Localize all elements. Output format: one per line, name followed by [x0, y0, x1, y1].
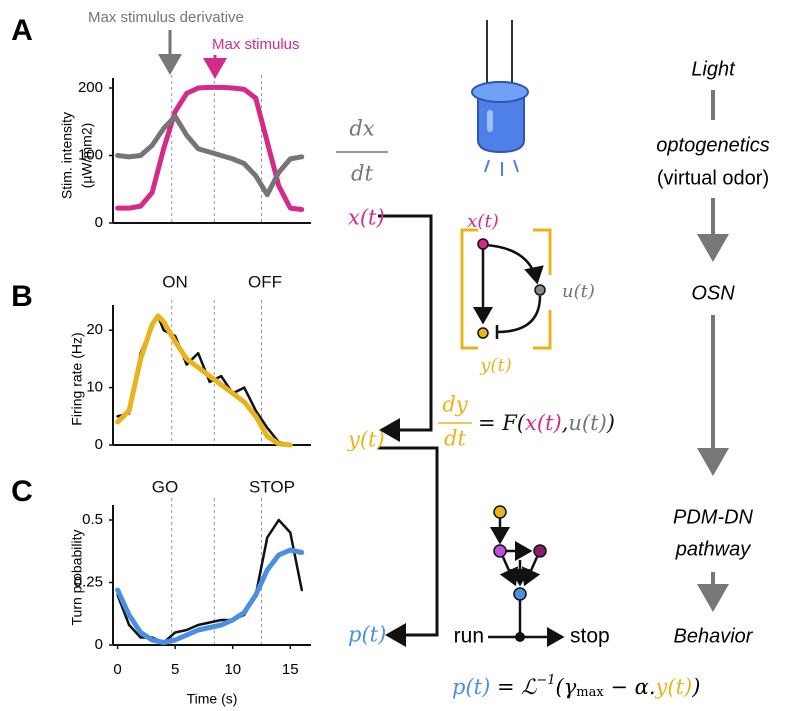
eq-part: ,: [562, 411, 569, 435]
node: [493, 544, 507, 558]
eq-p: p(t): [452, 675, 490, 699]
run-label: run: [454, 625, 484, 648]
bracket: [460, 228, 552, 350]
connectors: [378, 214, 439, 647]
annotation: STOP: [249, 477, 295, 496]
y-tick-label: 0: [95, 214, 103, 231]
x-tick-label: 15: [282, 661, 299, 678]
y-tick-label: 10: [86, 379, 103, 396]
flow-step: Light: [691, 58, 736, 80]
eq-part: = ℒ: [490, 675, 537, 699]
eq-part: (γ: [556, 675, 577, 699]
y-signal: y(t): [347, 428, 385, 452]
eq-part: ): [606, 411, 615, 435]
node: [477, 238, 489, 250]
panel-letter: B: [11, 280, 33, 313]
annotation: ON: [162, 272, 188, 291]
y-axis-label: Firing rate (Hz): [69, 332, 85, 425]
y-tick-label: 0.25: [74, 573, 103, 590]
node: [515, 632, 525, 642]
node: [477, 327, 489, 339]
dx: dx: [349, 117, 374, 141]
annotation: Max stimulus: [212, 36, 300, 53]
series-line: [115, 113, 305, 198]
series-line: [115, 313, 293, 448]
series-line: [115, 547, 305, 645]
connector: [378, 446, 439, 647]
node: [534, 284, 546, 296]
node: [533, 544, 547, 558]
eq-y: y(t): [655, 675, 693, 699]
behavior-tree: [488, 518, 565, 647]
flow-step: Behavior: [674, 625, 754, 647]
eq-num: dy: [442, 393, 468, 417]
x-signal: x(t): [348, 206, 385, 230]
eq-part: = F(: [478, 411, 526, 435]
eq-part: ): [691, 675, 700, 699]
y-axis-label: Stim. intensity: [59, 112, 75, 199]
annotation: OFF: [248, 272, 282, 291]
eq-den: dt: [444, 427, 466, 451]
panel-letter: C: [11, 475, 33, 508]
x-tick-label: 0: [113, 661, 121, 678]
led: [471, 20, 529, 176]
y-tick-label: 20: [86, 321, 103, 338]
y-axis-label: (µW/mm2): [79, 123, 95, 189]
p-signal: p(t): [348, 623, 386, 647]
inhibit-edge: [495, 295, 542, 339]
x-tick-label: 10: [224, 661, 241, 678]
annotation: GO: [152, 477, 178, 496]
eq-sup: −1: [536, 673, 555, 688]
flow-step: PDM-DN: [673, 506, 754, 528]
node: [493, 505, 507, 519]
circuit-u: u(t): [562, 281, 595, 302]
panel-letter: A: [11, 14, 33, 47]
y-tick-label: 200: [78, 79, 103, 96]
node: [513, 587, 527, 601]
equation-p: p(t) = ℒ−1(γmax − α.y(t)): [452, 673, 700, 700]
circuit: x(t) u(t) y(t): [460, 211, 595, 376]
panel: C 0 0.25 0.5 0 5 10 15 Time (s) Turn probability G…: [11, 475, 311, 707]
stop-label: stop: [570, 625, 610, 648]
circuit-x: x(t): [467, 211, 498, 232]
annotation: Max stimulus derivative: [88, 9, 244, 26]
flow-step: (virtual odor): [657, 167, 769, 189]
x-axis-label: Time (s): [187, 691, 238, 707]
y-tick-label: 0: [95, 436, 103, 453]
eq-u: u(t): [568, 411, 606, 435]
eq-part: − α.: [604, 675, 656, 699]
y-tick-label: 0: [95, 636, 103, 653]
equation-y: = F(x(t),u(t)): [478, 411, 615, 435]
series-line: [116, 314, 292, 447]
flow-step: pathway: [675, 538, 751, 560]
eq-sub: max: [576, 685, 604, 700]
eq-x: x(t): [525, 411, 562, 435]
flow-step: OSN: [691, 282, 735, 304]
y-tick-label: 0.5: [82, 511, 103, 528]
dt: dt: [351, 162, 373, 186]
y-axis-label: Turn probability: [69, 530, 85, 626]
series-line: [116, 518, 304, 644]
x-tick-label: 5: [171, 661, 179, 678]
edge: [484, 243, 544, 285]
flow-step: optogenetics: [656, 134, 769, 156]
circuit-y: y(t): [479, 355, 511, 376]
y-tick-label: 100: [78, 146, 103, 163]
connector: [378, 214, 433, 442]
series-line: [115, 84, 305, 212]
